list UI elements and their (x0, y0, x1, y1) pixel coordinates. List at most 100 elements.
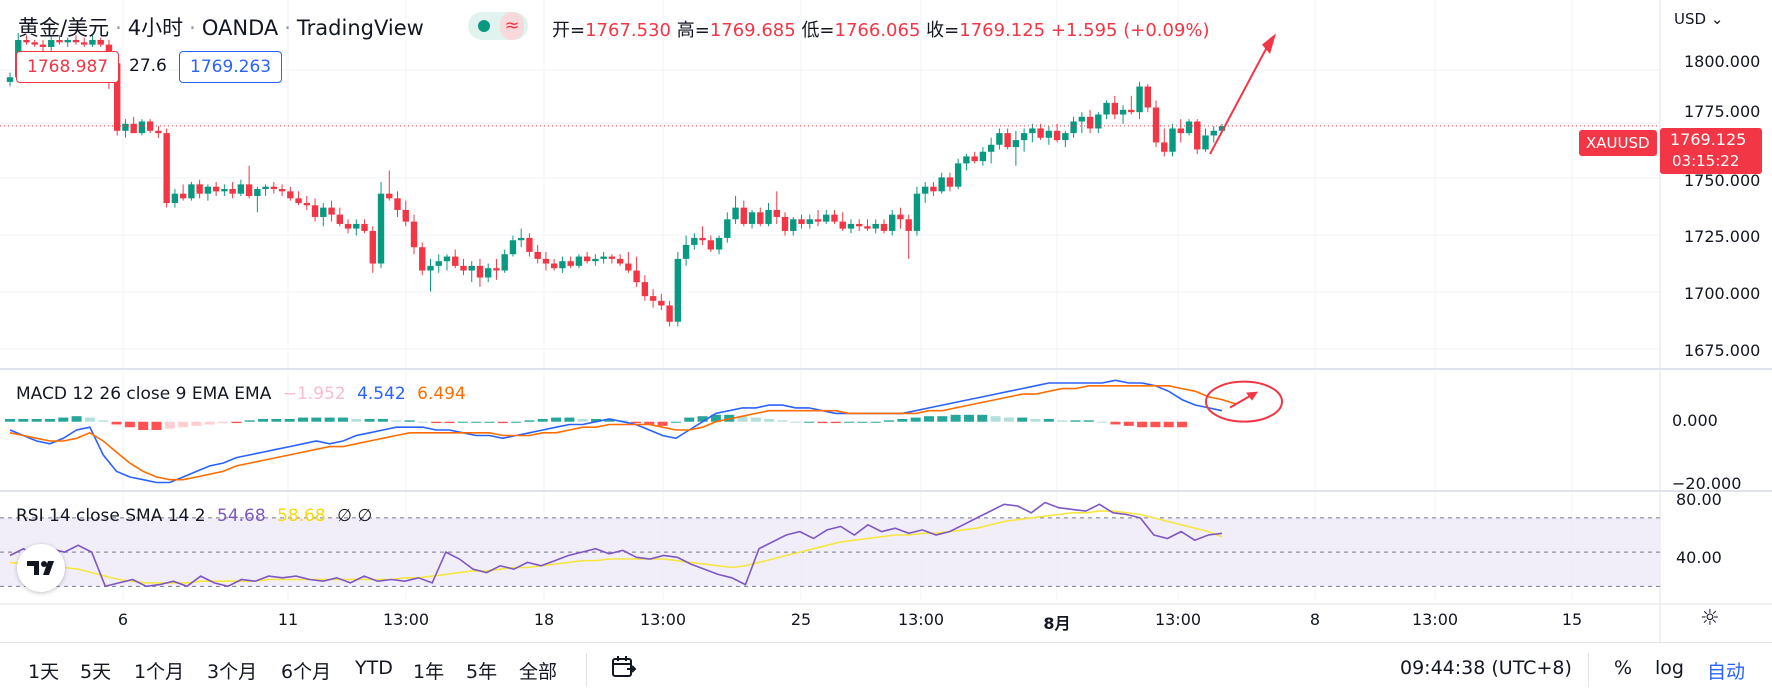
percent-scale-toggle[interactable]: % (1614, 657, 1633, 679)
candle-body (1053, 130, 1061, 141)
price-tick: 1750.000 (1684, 171, 1761, 190)
macd-histogram-bar (18, 418, 29, 422)
candle-body (344, 223, 352, 229)
candle-body (336, 214, 343, 224)
macd-histogram-bar (1057, 420, 1068, 422)
ohlc-legend: 开=1767.530 高=1769.685 低=1766.065 收=1769.… (552, 20, 1210, 41)
macd-histogram-bar (337, 417, 348, 422)
macd-histogram-bar (258, 418, 269, 422)
macd-histogram-bar (644, 421, 655, 425)
candle-body (913, 193, 921, 231)
range-1y-button[interactable]: 1年 (413, 661, 445, 683)
symbol-header[interactable]: 黄金/美元 · 4小时 · OANDA · TradingView (18, 16, 424, 40)
macd-histogram-bar (897, 418, 908, 422)
range-1m-button[interactable]: 1个月 (134, 661, 185, 683)
trend-annotations[interactable] (1209, 33, 1276, 155)
price-tick: 1700.000 (1684, 284, 1761, 303)
candle-body (559, 261, 566, 269)
macd-histogram-bar (1137, 421, 1148, 428)
buy-price-button[interactable]: 1769.263 (179, 51, 283, 83)
timezone-clock[interactable]: 09:44:38 (UTC+8) (1400, 657, 1572, 679)
rsi-legend[interactable]: RSI 14 close SMA 14 2 54.68 58.68 ∅ ∅ (16, 506, 372, 526)
macd-histogram-bar (98, 420, 109, 422)
candle-body (6, 77, 14, 82)
currency-dropdown[interactable]: USD ⌄ (1674, 10, 1724, 28)
macd-histogram-bar (1177, 421, 1188, 428)
range-3m-button[interactable]: 3个月 (207, 661, 258, 683)
settings-gear-icon[interactable]: ☼ (1700, 606, 1720, 631)
macd-histogram-bar (804, 421, 815, 423)
time-tick: 13:00 (382, 610, 430, 629)
candle-body (188, 184, 195, 199)
candle-body (1062, 133, 1069, 141)
candle-body (97, 39, 104, 45)
macd-histogram-bar (164, 421, 175, 429)
range-5d-button[interactable]: 5天 (80, 661, 112, 683)
candle-body (534, 251, 541, 259)
candle-body (740, 207, 747, 224)
candle-body (1012, 140, 1020, 148)
grid-lines (0, 0, 1660, 600)
tradingview-logo-icon[interactable] (17, 544, 65, 592)
candle-body (303, 202, 311, 206)
macd-legend[interactable]: MACD 12 26 close 9 EMA EMA −1.952 4.542 … (16, 384, 466, 404)
candle-body (1004, 133, 1011, 148)
macd-histogram-bar (1083, 420, 1094, 422)
candle-body (641, 282, 649, 297)
candle-body (39, 44, 47, 47)
range-5y-button[interactable]: 5年 (466, 661, 498, 683)
macd-histogram-bar (817, 421, 828, 424)
auto-scale-toggle[interactable]: 自动 (1707, 661, 1746, 683)
candle-body (526, 237, 533, 252)
range-all-button[interactable]: 全部 (519, 661, 558, 683)
candle-body (501, 254, 508, 271)
range-6m-button[interactable]: 6个月 (281, 661, 332, 683)
candle-body (608, 256, 616, 259)
range-ytd-button[interactable]: YTD (355, 657, 393, 679)
candle-body (171, 193, 179, 203)
macd-histogram-bar (364, 418, 375, 422)
candle-body (979, 151, 987, 162)
candle-body (476, 265, 484, 278)
time-tick: 13:00 (1154, 610, 1202, 629)
sell-price-button[interactable]: 1768.987 (16, 51, 120, 83)
rsi-extra-values: ∅ ∅ (337, 506, 373, 526)
macd-histogram-bar (31, 418, 42, 422)
candle-body (880, 223, 888, 231)
candle-body (509, 240, 517, 255)
macd-histogram-bar (471, 421, 482, 423)
candle-body (204, 186, 212, 194)
candle-body (427, 265, 434, 271)
candle-body (1119, 109, 1127, 115)
macd-histogram-bar (457, 421, 468, 423)
market-status-pill[interactable]: ≈ (468, 12, 528, 40)
candle-body (938, 177, 945, 192)
candle-body (517, 237, 525, 241)
low-value: 1766.065 (834, 20, 921, 41)
price-tick: 1775.000 (1684, 102, 1761, 121)
bottom-toolbar: 1天 5天 1个月 3个月 6个月 YTD 1年 5年 全部 09:44:38 … (0, 642, 1772, 699)
macd-histogram-bar (178, 421, 189, 428)
time-tick: 6 (117, 610, 129, 629)
macd-histogram-bar (524, 420, 535, 422)
candle-body (163, 133, 170, 203)
candle-body (1161, 142, 1168, 152)
candle-body (1202, 135, 1209, 150)
log-scale-toggle[interactable]: log (1655, 657, 1684, 679)
macd-histogram-bar (298, 417, 309, 422)
macd-histogram-bar (124, 421, 135, 428)
candle-body (212, 186, 220, 192)
calendar-goto-icon[interactable] (610, 653, 638, 686)
macd-histogram-bar (71, 416, 82, 422)
candle-body (773, 209, 780, 217)
candle-body (48, 39, 55, 47)
trend-arrow-head (1262, 33, 1276, 54)
spread-value: 27.6 (129, 56, 167, 76)
high-value: 1769.685 (709, 20, 796, 41)
candle-body (748, 212, 756, 224)
macd-histogram-bar (990, 416, 1001, 422)
range-1d-button[interactable]: 1天 (28, 661, 60, 683)
candle-body (930, 186, 937, 192)
macd-histogram-bar (58, 417, 69, 422)
